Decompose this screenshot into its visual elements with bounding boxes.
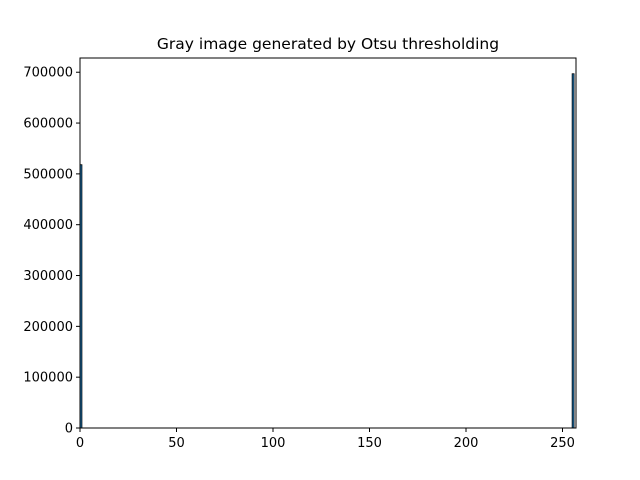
y-tick-label: 300000	[23, 269, 73, 284]
y-tick-label: 600000	[23, 117, 73, 132]
x-axis: 0 50 100 150 200 250	[76, 428, 575, 451]
histogram-bar	[571, 73, 575, 429]
y-axis: 0 100000 200000 300000 400000 500000 600000 700…	[23, 66, 80, 437]
y-tick-label: 100000	[23, 371, 73, 386]
y-tick-label: 200000	[23, 320, 73, 335]
x-tick-label: 100	[261, 436, 286, 451]
x-tick-label: 0	[76, 436, 84, 451]
y-tick-label: 0	[65, 422, 73, 437]
x-tick-label: 150	[357, 436, 382, 451]
y-tick-label: 400000	[23, 218, 73, 233]
chart-title: Gray image generated by Otsu thresholdin…	[157, 35, 499, 53]
y-tick-label: 500000	[23, 167, 73, 182]
plot-frame	[79, 57, 577, 429]
x-tick-label: 50	[168, 436, 185, 451]
x-tick-label: 200	[454, 436, 479, 451]
x-tick-label: 250	[550, 436, 575, 451]
y-tick-label: 700000	[23, 66, 73, 81]
